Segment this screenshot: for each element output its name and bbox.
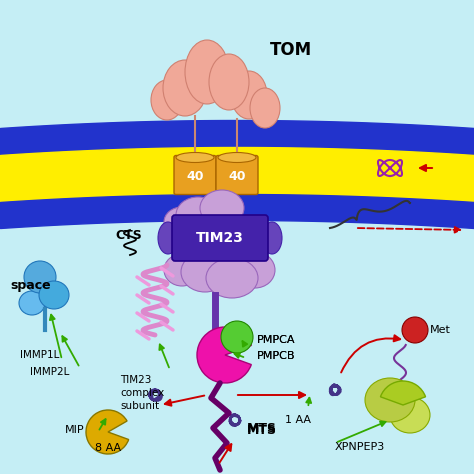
Ellipse shape [176,153,214,163]
Text: IMMP1L: IMMP1L [20,350,59,360]
Text: 40: 40 [186,170,204,182]
Ellipse shape [206,258,258,298]
Text: XPNPEP3: XPNPEP3 [335,442,385,452]
Text: PMPCB: PMPCB [257,351,295,361]
FancyBboxPatch shape [174,155,216,194]
Ellipse shape [218,153,256,163]
Ellipse shape [235,252,275,288]
Text: IMMP2L: IMMP2L [30,367,69,377]
Ellipse shape [402,317,428,343]
Text: 8 AA: 8 AA [95,443,121,453]
FancyBboxPatch shape [172,215,268,261]
Text: TIM23: TIM23 [196,231,244,245]
Text: complex: complex [120,388,164,398]
Text: TOM: TOM [270,41,312,59]
Text: MIP: MIP [65,425,85,435]
Text: MTS: MTS [247,423,277,437]
Ellipse shape [181,252,229,292]
Text: TIM23: TIM23 [120,375,151,385]
Ellipse shape [262,222,282,254]
Ellipse shape [221,321,253,353]
Wedge shape [381,381,426,405]
Ellipse shape [231,71,267,119]
Ellipse shape [250,88,280,128]
Ellipse shape [365,378,415,422]
Text: subunit: subunit [120,401,159,411]
Ellipse shape [200,190,244,226]
Ellipse shape [209,54,249,110]
Ellipse shape [164,207,200,237]
Text: Met: Met [430,325,451,335]
Ellipse shape [24,261,56,293]
Ellipse shape [176,197,220,233]
Ellipse shape [19,291,45,315]
Ellipse shape [151,80,183,120]
Wedge shape [197,327,251,383]
Ellipse shape [158,222,178,254]
Ellipse shape [164,254,200,286]
Ellipse shape [390,397,430,433]
FancyBboxPatch shape [216,155,258,194]
Ellipse shape [185,40,229,104]
Text: space: space [10,279,51,292]
Text: 40: 40 [228,170,246,182]
Text: MTS: MTS [247,421,277,435]
Wedge shape [86,410,128,454]
Text: CTS: CTS [115,228,142,241]
Text: PMPCA: PMPCA [257,335,295,345]
Text: 1 AA: 1 AA [285,415,311,425]
Text: PMPCA: PMPCA [257,335,295,345]
Text: PMPCB: PMPCB [257,351,295,361]
Ellipse shape [163,60,207,116]
Ellipse shape [39,281,69,309]
